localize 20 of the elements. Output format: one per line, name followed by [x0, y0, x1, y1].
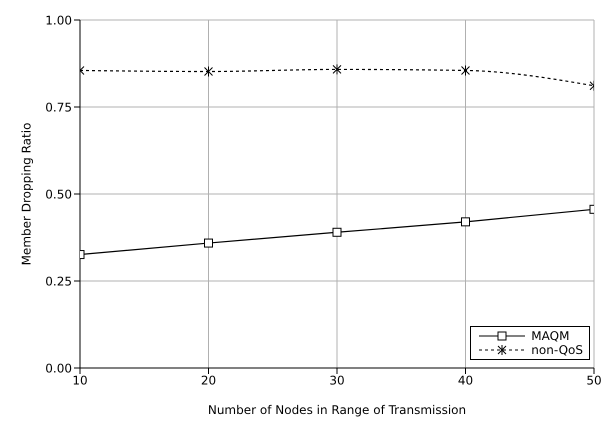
x-tick-label: 20: [200, 374, 216, 388]
point: [461, 64, 470, 76]
legend-label: non-QoS: [531, 343, 583, 357]
y-tick-label: 0.25: [45, 274, 72, 288]
y-tick-label: 0.75: [45, 100, 72, 114]
x-tick-label: 40: [458, 374, 474, 388]
y-tick-label: 1.00: [45, 13, 72, 28]
point: [332, 228, 342, 237]
y-tick-label: 0.50: [45, 187, 72, 202]
point: [204, 238, 213, 248]
x-tick-label: 50: [586, 374, 602, 388]
x-tick-label: 10: [72, 374, 88, 388]
point: [204, 66, 213, 78]
x-axis-title: Number of Nodes in Range of Transmission: [208, 403, 466, 417]
y-axis-title: Member Dropping Ratio: [19, 122, 34, 266]
y-tick-label: 0.00: [45, 361, 72, 376]
x-tick-label: 30: [329, 374, 345, 388]
point: [332, 64, 342, 75]
legend-label: MAQM: [531, 329, 570, 343]
point: [461, 217, 470, 226]
